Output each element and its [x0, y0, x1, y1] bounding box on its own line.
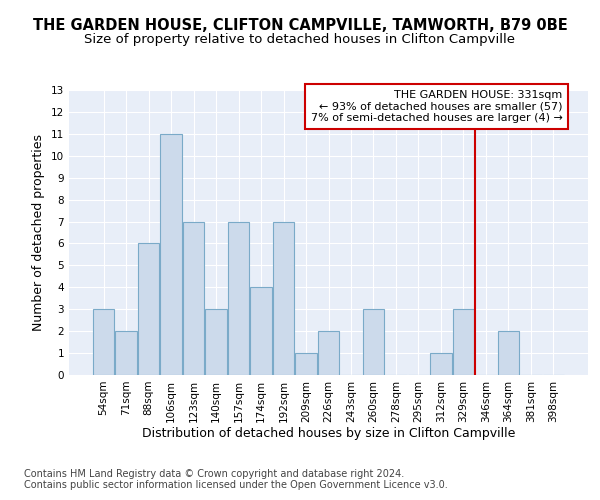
- Y-axis label: Number of detached properties: Number of detached properties: [32, 134, 46, 331]
- Bar: [115, 331, 137, 375]
- Text: THE GARDEN HOUSE: 331sqm
← 93% of detached houses are smaller (57)
7% of semi-de: THE GARDEN HOUSE: 331sqm ← 93% of detach…: [311, 90, 562, 123]
- Bar: [295, 353, 317, 375]
- Bar: [160, 134, 182, 375]
- Bar: [137, 244, 160, 375]
- Bar: [497, 331, 520, 375]
- Bar: [227, 222, 250, 375]
- Text: THE GARDEN HOUSE, CLIFTON CAMPVILLE, TAMWORTH, B79 0BE: THE GARDEN HOUSE, CLIFTON CAMPVILLE, TAM…: [32, 18, 568, 32]
- Bar: [430, 353, 452, 375]
- Bar: [182, 222, 205, 375]
- Text: Contains HM Land Registry data © Crown copyright and database right 2024.: Contains HM Land Registry data © Crown c…: [24, 469, 404, 479]
- Bar: [205, 309, 227, 375]
- Bar: [272, 222, 295, 375]
- Bar: [452, 309, 475, 375]
- Bar: [362, 309, 385, 375]
- Text: Size of property relative to detached houses in Clifton Campville: Size of property relative to detached ho…: [85, 32, 515, 46]
- Bar: [92, 309, 115, 375]
- Bar: [250, 288, 272, 375]
- Text: Contains public sector information licensed under the Open Government Licence v3: Contains public sector information licen…: [24, 480, 448, 490]
- Bar: [317, 331, 340, 375]
- Text: Distribution of detached houses by size in Clifton Campville: Distribution of detached houses by size …: [142, 428, 515, 440]
